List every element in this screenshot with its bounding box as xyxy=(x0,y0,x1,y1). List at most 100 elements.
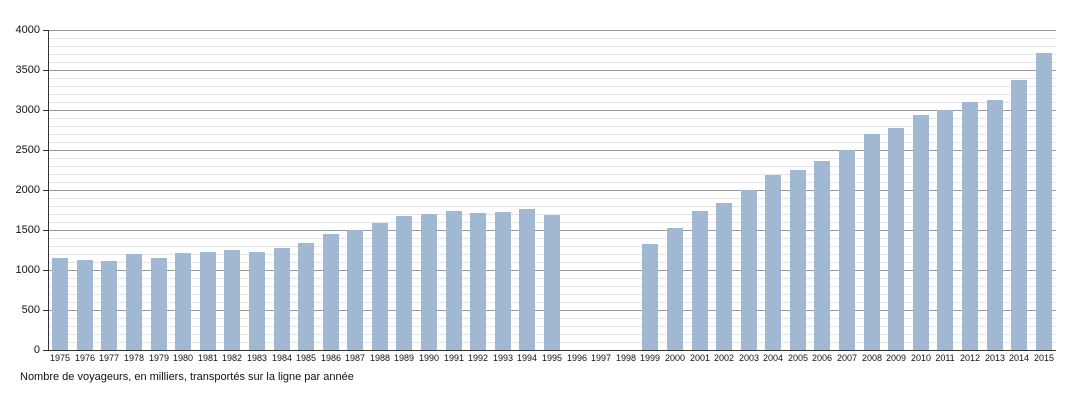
x-tick-label-1991: 1991 xyxy=(443,353,465,363)
gridline-minor xyxy=(48,118,1056,119)
y-tick-label: 3500 xyxy=(15,64,40,76)
x-tick-label-1996: 1996 xyxy=(566,353,588,363)
gridline-major xyxy=(48,150,1056,151)
x-tick-label-1999: 1999 xyxy=(639,353,661,363)
gridline-minor xyxy=(48,78,1056,79)
bar-2005 xyxy=(790,170,806,350)
gridline-minor xyxy=(48,174,1056,175)
y-tick-label: 3000 xyxy=(15,104,40,116)
bar-2009 xyxy=(888,128,904,350)
x-tick-label-1983: 1983 xyxy=(246,353,268,363)
gridline-minor xyxy=(48,126,1056,127)
x-tick-label-2013: 2013 xyxy=(984,353,1006,363)
gridline-minor xyxy=(48,62,1056,63)
x-tick-label-1987: 1987 xyxy=(344,353,366,363)
x-tick-label-2011: 2011 xyxy=(935,353,955,363)
y-axis-tick xyxy=(43,270,48,271)
x-tick-label-1998: 1998 xyxy=(615,353,637,363)
x-axis-spine xyxy=(43,350,1056,351)
bar-1977 xyxy=(101,261,117,350)
y-axis-tick xyxy=(43,150,48,151)
bar-2015 xyxy=(1036,53,1052,350)
x-tick-label-1990: 1990 xyxy=(418,353,440,363)
x-tick-label-1981: 1981 xyxy=(197,353,219,363)
gridline-minor xyxy=(48,86,1056,87)
x-tick-label-2014: 2014 xyxy=(1008,353,1030,363)
bar-1981 xyxy=(200,252,216,350)
y-tick-label: 2500 xyxy=(15,144,40,156)
x-tick-label-1980: 1980 xyxy=(172,353,194,363)
bar-1980 xyxy=(175,253,191,350)
bar-1983 xyxy=(249,252,265,350)
gridline-minor xyxy=(48,102,1056,103)
gridline-minor xyxy=(48,46,1056,47)
bar-1986 xyxy=(323,234,339,350)
x-tick-label-1982: 1982 xyxy=(221,353,243,363)
y-tick-label: 1500 xyxy=(15,224,40,236)
bar-1988 xyxy=(372,223,388,350)
bar-1987 xyxy=(347,230,363,350)
bar-1989 xyxy=(396,216,412,350)
x-tick-label-2000: 2000 xyxy=(664,353,686,363)
y-axis-tick xyxy=(43,310,48,311)
x-tick-label-1997: 1997 xyxy=(590,353,612,363)
x-tick-label-2007: 2007 xyxy=(836,353,858,363)
y-axis-tick xyxy=(43,110,48,111)
plot-area xyxy=(48,30,1056,350)
gridline-minor xyxy=(48,38,1056,39)
bar-2007 xyxy=(839,150,855,350)
x-tick-label-1986: 1986 xyxy=(320,353,342,363)
y-tick-label: 2000 xyxy=(15,184,40,196)
bar-1984 xyxy=(274,248,290,350)
gridline-minor xyxy=(48,198,1056,199)
x-tick-label-1984: 1984 xyxy=(271,353,293,363)
x-tick-label-2009: 2009 xyxy=(885,353,907,363)
gridline-major xyxy=(48,110,1056,111)
bar-1985 xyxy=(298,243,314,350)
x-tick-label-1985: 1985 xyxy=(295,353,317,363)
bar-2011 xyxy=(937,110,953,350)
y-axis-tick xyxy=(43,350,48,351)
x-tick-label-1993: 1993 xyxy=(492,353,514,363)
bar-1993 xyxy=(495,212,511,350)
bar-1994 xyxy=(519,209,535,350)
x-tick-label-2002: 2002 xyxy=(713,353,735,363)
x-tick-label-1976: 1976 xyxy=(74,353,96,363)
x-tick-label-1975: 1975 xyxy=(49,353,71,363)
x-tick-label-1989: 1989 xyxy=(393,353,415,363)
bar-2014 xyxy=(1011,80,1027,350)
bar-1978 xyxy=(126,254,142,350)
x-tick-label-2008: 2008 xyxy=(861,353,883,363)
gridline-major xyxy=(48,70,1056,71)
x-tick-label-1994: 1994 xyxy=(516,353,538,363)
bar-1979 xyxy=(151,258,167,350)
bar-1982 xyxy=(224,250,240,350)
y-axis-spine xyxy=(48,30,49,350)
bar-2013 xyxy=(987,100,1003,350)
x-tick-label-2005: 2005 xyxy=(787,353,809,363)
x-tick-label-1979: 1979 xyxy=(148,353,170,363)
y-tick-label: 0 xyxy=(33,344,40,356)
gridline-minor xyxy=(48,214,1056,215)
gridline-major xyxy=(48,30,1056,31)
gridline-minor xyxy=(48,166,1056,167)
x-tick-label-2010: 2010 xyxy=(910,353,932,363)
y-tick-label: 4000 xyxy=(15,24,40,36)
y-tick-label: 500 xyxy=(21,304,40,316)
bar-2004 xyxy=(765,175,781,350)
x-tick-label-1995: 1995 xyxy=(541,353,563,363)
bar-2002 xyxy=(716,203,732,350)
gridline-minor xyxy=(48,134,1056,135)
x-tick-label-1988: 1988 xyxy=(369,353,391,363)
bar-2003 xyxy=(741,190,757,350)
bar-2010 xyxy=(913,115,929,350)
bar-2006 xyxy=(814,161,830,350)
bar-1990 xyxy=(421,214,437,350)
bar-2012 xyxy=(962,102,978,350)
x-tick-label-1977: 1977 xyxy=(98,353,120,363)
x-tick-label-2001: 2001 xyxy=(689,353,711,363)
bar-1991 xyxy=(446,211,462,350)
x-tick-label-2004: 2004 xyxy=(762,353,784,363)
chart-caption: Nombre de voyageurs, en milliers, transp… xyxy=(20,371,354,383)
